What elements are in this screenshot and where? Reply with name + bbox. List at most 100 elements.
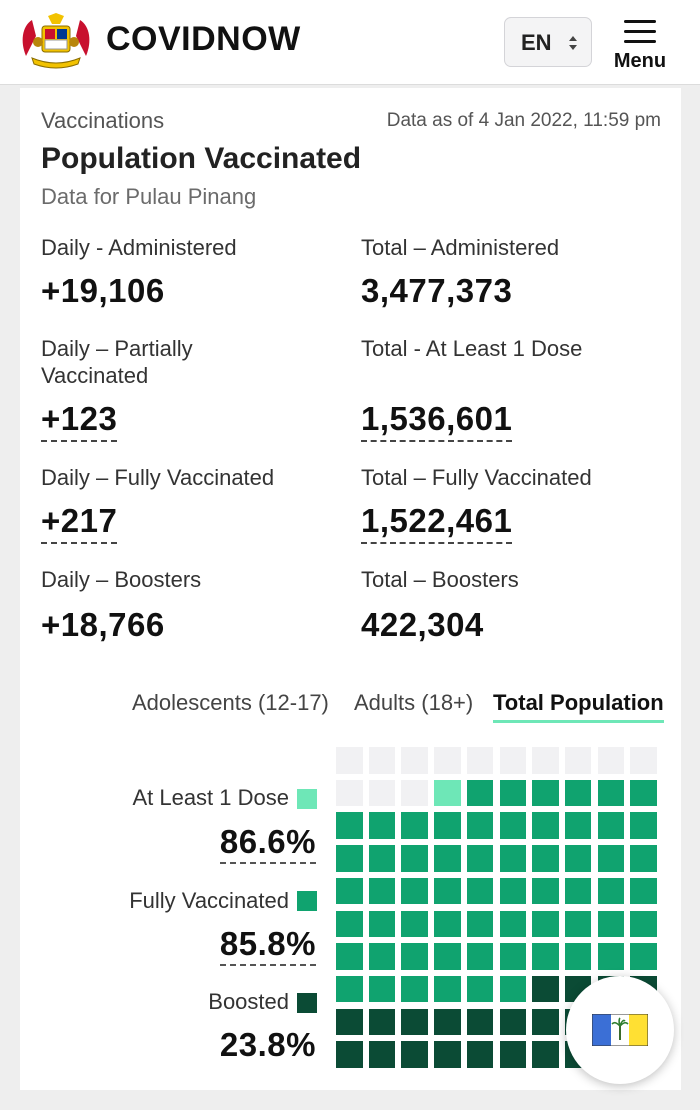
waffle-cell <box>532 943 559 970</box>
waffle-cell <box>434 812 461 839</box>
language-value: EN <box>521 30 552 55</box>
waffle-cell <box>597 747 625 774</box>
malaysia-coat-of-arms-icon[interactable] <box>18 12 94 70</box>
top-bar: COVIDNOW EN Menu <box>0 0 700 85</box>
full-percentage[interactable]: 85.8% <box>219 924 316 966</box>
daily-partial-label: Daily – Partially Vaccinated <box>41 336 193 388</box>
waffle-cell <box>532 747 559 774</box>
waffle-cell <box>368 845 396 872</box>
section-label: Vaccinations <box>41 108 165 133</box>
waffle-cell <box>434 1008 461 1036</box>
tab-adolescents[interactable]: Adolescents (12-17) <box>132 690 329 715</box>
waffle-cell <box>401 1041 428 1068</box>
state-flag-button[interactable] <box>566 976 674 1084</box>
waffle-cell <box>434 747 461 774</box>
waffle-chart <box>336 747 662 1073</box>
waffle-cell <box>336 877 363 905</box>
waffle-cell <box>466 845 494 872</box>
total-administered-value: 3,477,373 <box>361 272 513 309</box>
waffle-cell <box>630 812 657 839</box>
tab-total-population[interactable]: Total Population <box>493 690 664 723</box>
waffle-cell <box>434 779 461 807</box>
total-full-value[interactable]: 1,522,461 <box>361 502 513 544</box>
waffle-cell <box>597 943 625 970</box>
legend-full-swatch <box>297 891 317 911</box>
waffle-cell <box>466 943 494 970</box>
waffle-cell <box>368 812 396 839</box>
waffle-cell <box>336 845 363 872</box>
waffle-cell <box>499 877 527 905</box>
waffle-cell <box>466 910 494 938</box>
waffle-cell <box>630 877 657 905</box>
waffle-cell <box>368 1008 396 1036</box>
waffle-cell <box>401 877 428 905</box>
waffle-cell <box>466 975 494 1003</box>
waffle-cell <box>564 910 592 938</box>
waffle-cell <box>434 943 461 970</box>
waffle-cell <box>434 877 461 905</box>
waffle-cell <box>532 1008 559 1036</box>
total-dose1-label: Total - At Least 1 Dose <box>361 336 583 361</box>
waffle-cell <box>499 812 527 839</box>
legend-full-label: Fully Vaccinated <box>129 888 289 913</box>
waffle-cell <box>401 779 428 807</box>
waffle-cell <box>564 877 592 905</box>
waffle-cell <box>532 975 559 1003</box>
waffle-cell <box>532 812 559 839</box>
waffle-cell <box>630 910 657 938</box>
waffle-cell <box>630 779 657 807</box>
waffle-cell <box>401 910 428 938</box>
waffle-cell <box>368 877 396 905</box>
waffle-cell <box>564 845 592 872</box>
menu-button[interactable]: Menu <box>608 18 672 76</box>
waffle-cell <box>466 877 494 905</box>
waffle-cell <box>336 943 363 970</box>
waffle-cell <box>466 747 494 774</box>
waffle-cell <box>499 975 527 1003</box>
waffle-cell <box>434 845 461 872</box>
daily-full-label: Daily – Fully Vaccinated <box>41 465 275 490</box>
waffle-cell <box>630 845 657 872</box>
waffle-cell <box>499 1041 527 1068</box>
waffle-cell <box>564 779 592 807</box>
dose1-percentage[interactable]: 86.6% <box>219 822 316 864</box>
total-booster-label: Total – Boosters <box>361 567 519 592</box>
total-dose1-value[interactable]: 1,536,601 <box>361 400 513 442</box>
waffle-cell <box>532 910 559 938</box>
total-booster-value: 422,304 <box>361 606 484 643</box>
legend-booster-swatch <box>297 993 317 1013</box>
waffle-cell <box>336 975 363 1003</box>
waffle-cell <box>532 1041 559 1068</box>
waffle-cell <box>401 975 428 1003</box>
language-select[interactable]: EN <box>504 17 592 67</box>
waffle-cell <box>401 845 428 872</box>
waffle-cell <box>499 747 527 774</box>
daily-partial-value[interactable]: +123 <box>41 400 118 442</box>
waffle-cell <box>401 747 428 774</box>
data-as-of: Data as of 4 Jan 2022, 11:59 pm <box>386 110 661 131</box>
population-tabs: Adolescents (12-17) Adults (18+) Total P… <box>20 690 681 730</box>
booster-percentage: 23.8% <box>219 1026 316 1063</box>
waffle-cell <box>532 779 559 807</box>
waffle-cell <box>564 747 592 774</box>
waffle-cell <box>401 943 428 970</box>
hamburger-icon <box>624 20 656 44</box>
tab-adults[interactable]: Adults (18+) <box>354 690 474 715</box>
waffle-cell <box>336 779 363 807</box>
brand-title[interactable]: COVIDNOW <box>106 20 301 58</box>
daily-full-value[interactable]: +217 <box>41 502 118 544</box>
pulau-pinang-flag-icon <box>592 1014 648 1046</box>
waffle-cell <box>368 943 396 970</box>
waffle-cell <box>336 747 363 774</box>
waffle-cell <box>499 845 527 872</box>
daily-booster-label: Daily – Boosters <box>41 567 202 592</box>
waffle-cell <box>336 1041 363 1068</box>
page-title: Population Vaccinated <box>41 142 362 175</box>
vaccination-card: Vaccinations Data as of 4 Jan 2022, 11:5… <box>20 88 681 1090</box>
waffle-cell <box>336 1008 363 1036</box>
waffle-cell <box>336 812 363 839</box>
menu-label: Menu <box>613 50 667 72</box>
waffle-cell <box>434 975 461 1003</box>
waffle-cell <box>597 779 625 807</box>
waffle-cell <box>466 812 494 839</box>
